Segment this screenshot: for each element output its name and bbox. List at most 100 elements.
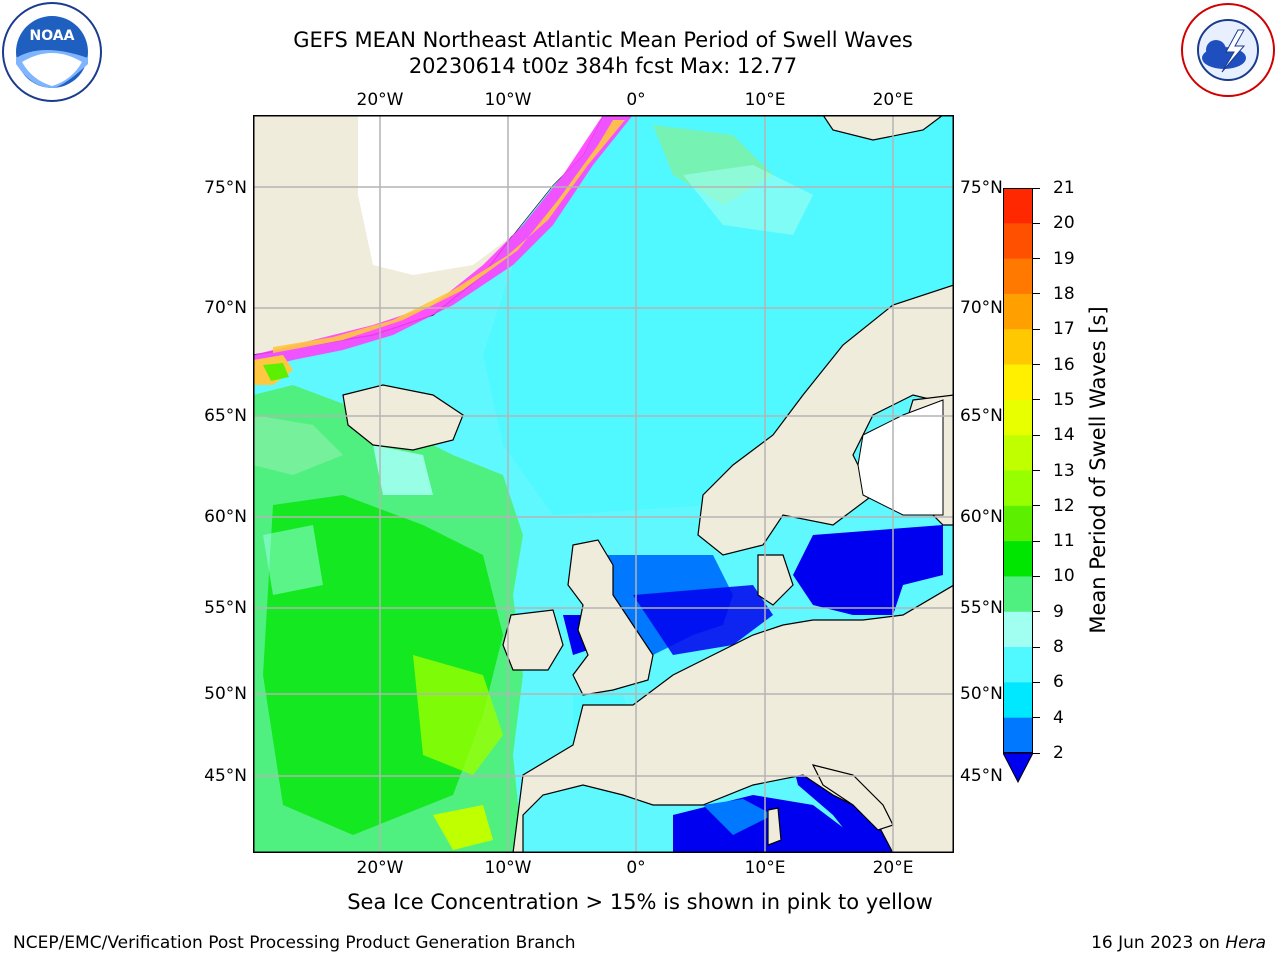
colorbar-tick-mark xyxy=(1033,752,1040,754)
colorbar-tick-mark xyxy=(1033,364,1040,366)
colorbar-segment xyxy=(1003,576,1033,613)
colorbar-segment xyxy=(1003,435,1033,471)
footer-credit: NCEP/EMC/Verification Post Processing Pr… xyxy=(13,933,576,953)
colorbar-segment xyxy=(1003,470,1033,507)
colorbar-segment xyxy=(1003,399,1033,436)
map-title: GEFS MEAN Northeast Atlantic Mean Period… xyxy=(293,28,913,52)
left-lat-label: 60°N xyxy=(204,507,247,527)
bottom-lon-label: 20°E xyxy=(872,858,914,878)
colorbar-tick-label: 18 xyxy=(1053,283,1075,304)
colorbar-tick-label: 8 xyxy=(1053,637,1064,658)
colorbar-tick-label: 21 xyxy=(1053,178,1075,198)
map-subtitle: 20230614 t00z 384h fcst Max: 12.77 xyxy=(408,54,798,78)
footer-host: Hera xyxy=(1225,933,1266,953)
left-lat-label: 50°N xyxy=(204,684,247,704)
right-lat-label: 45°N xyxy=(960,766,1003,786)
scandinavia xyxy=(697,284,955,556)
colorbar-tick-mark xyxy=(1033,222,1040,224)
left-lat-label: 75°N xyxy=(204,178,247,198)
colorbar-tick-mark xyxy=(1033,611,1040,613)
left-lat-label: 65°N xyxy=(204,406,247,426)
colorbar-segment xyxy=(1003,682,1033,719)
right-lat-label: 55°N xyxy=(960,598,1003,618)
no-data-area xyxy=(857,399,944,516)
colorbar-segment xyxy=(1003,188,1033,224)
top-lon-label: 20°E xyxy=(872,90,914,110)
left-lat-label: 55°N xyxy=(204,598,247,618)
colorbar-tick-mark xyxy=(1033,187,1040,189)
colorbar-tick-label: 6 xyxy=(1053,672,1064,693)
colorbar-tick-label: 14 xyxy=(1053,425,1075,446)
left-lat-label: 70°N xyxy=(204,298,247,318)
bottom-lon-label: 10°E xyxy=(744,858,786,878)
colorbar-tick-label: 11 xyxy=(1053,531,1075,552)
colorbar-tick-mark xyxy=(1033,258,1040,260)
right-lat-label: 75°N xyxy=(960,178,1003,198)
colorbar-tick-label: 12 xyxy=(1053,495,1075,516)
right-lat-label: 70°N xyxy=(960,298,1003,318)
colorbar-segment xyxy=(1003,647,1033,683)
colorbar xyxy=(1002,188,1034,784)
colorbar-tick-mark xyxy=(1033,717,1040,719)
colorbar-segment xyxy=(1003,611,1033,648)
colorbar-tick-label: 2 xyxy=(1053,743,1064,763)
colorbar-segment xyxy=(1003,329,1033,366)
left-lat-label: 45°N xyxy=(204,766,247,786)
colorbar-tick-label: 9 xyxy=(1053,601,1064,622)
colorbar-frame xyxy=(1003,188,1033,753)
colorbar-tick-mark xyxy=(1033,646,1040,648)
right-lat-label: 50°N xyxy=(960,684,1003,704)
colorbar-tick-label: 13 xyxy=(1053,460,1075,481)
colorbar-segment xyxy=(1003,717,1033,754)
colorbar-segment xyxy=(1003,293,1033,330)
colorbar-title: Mean Period of Swell Waves [s] xyxy=(1086,306,1110,634)
colorbar-tick-mark xyxy=(1033,575,1040,577)
top-lon-label: 0° xyxy=(626,90,646,110)
bottom-lon-label: 20°W xyxy=(356,858,404,878)
colorbar-tick-mark xyxy=(1033,399,1040,401)
sea-ice-edge xyxy=(253,115,633,370)
graticule xyxy=(253,115,954,853)
footer-date-text: 16 Jun 2023 on xyxy=(1091,933,1226,953)
top-lon-label: 10°E xyxy=(744,90,786,110)
iceland xyxy=(342,384,464,451)
colorbar-tick-label: 15 xyxy=(1053,389,1075,410)
colorbar-tick-label: 4 xyxy=(1053,707,1064,728)
noaa-logo: NOAA xyxy=(2,2,102,102)
right-lat-label: 60°N xyxy=(960,507,1003,527)
colorbar-tick-label: 20 xyxy=(1053,213,1075,234)
right-lat-label: 65°N xyxy=(960,406,1003,426)
colorbar-tick-mark xyxy=(1033,328,1040,330)
colorbar-tick-mark xyxy=(1033,505,1040,507)
colorbar-tick-mark xyxy=(1033,681,1040,683)
colorbar-tick-label: 10 xyxy=(1053,566,1075,587)
colorbar-extend-triangle xyxy=(1002,752,1034,784)
bottom-lon-label: 10°W xyxy=(484,858,532,878)
top-lon-label: 20°W xyxy=(356,90,404,110)
colorbar-tick-mark xyxy=(1033,540,1040,542)
colorbar-segment xyxy=(1003,505,1033,542)
colorbar-segment xyxy=(1003,258,1033,295)
italy xyxy=(811,764,894,831)
swell-period-map xyxy=(252,114,955,854)
colorbar-tick-mark xyxy=(1033,434,1040,436)
greenland-ice-sheet xyxy=(358,115,603,275)
colorbar-tick-label: 16 xyxy=(1053,354,1075,375)
footer-date: 16 Jun 2023 on Hera xyxy=(1091,933,1266,953)
colorbar-segment xyxy=(1003,541,1033,577)
colorbar-tick-mark xyxy=(1033,293,1040,295)
colorbar-segment xyxy=(1003,223,1033,260)
svg-text:NOAA: NOAA xyxy=(30,28,75,44)
baltic-sea-area xyxy=(793,525,943,615)
nws-logo xyxy=(1178,2,1278,98)
sea-ice-caption: Sea Ice Concentration > 15% is shown in … xyxy=(347,890,933,914)
colorbar-tick-label: 19 xyxy=(1053,248,1075,269)
map-frame xyxy=(253,115,954,853)
denmark xyxy=(757,554,794,606)
colorbar-tick-mark xyxy=(1033,470,1040,471)
bottom-lon-label: 0° xyxy=(626,858,646,878)
top-lon-label: 10°W xyxy=(484,90,532,110)
colorbar-tick-label: 17 xyxy=(1053,319,1075,340)
colorbar-segment xyxy=(1003,364,1033,401)
ireland xyxy=(502,609,564,671)
